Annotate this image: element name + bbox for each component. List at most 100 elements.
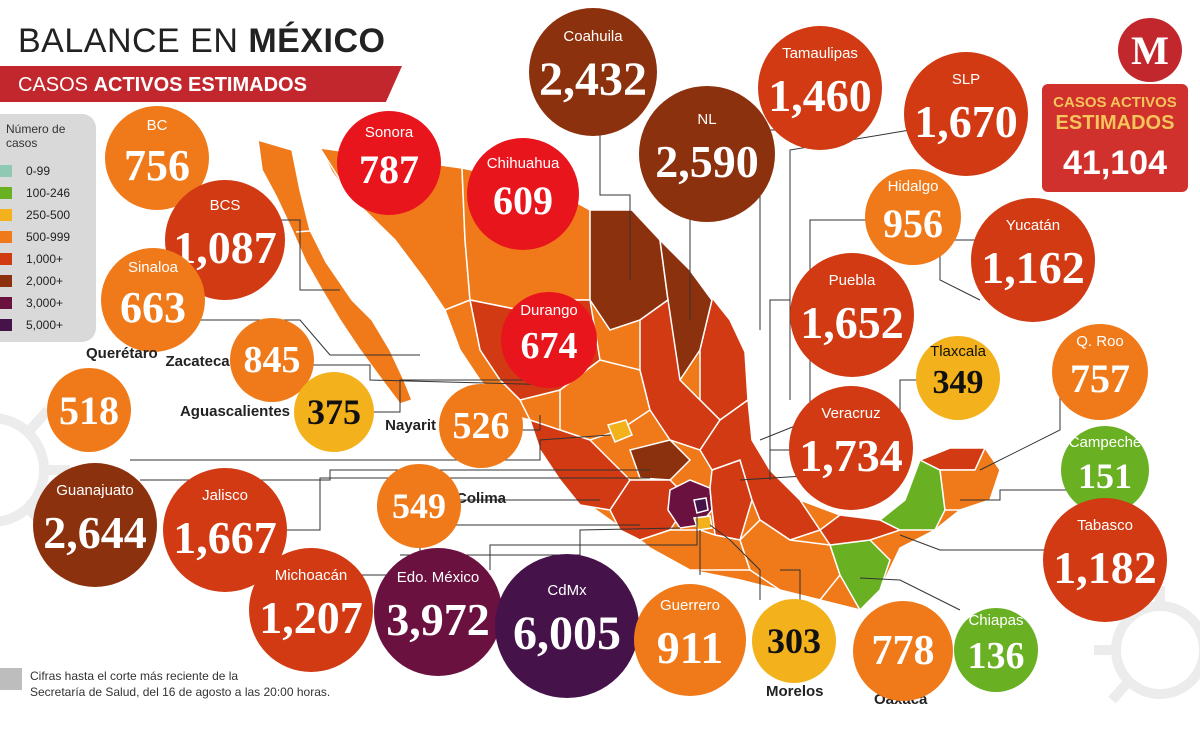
title-bold: MÉXICO	[248, 22, 386, 60]
state-value-nl: 2,590	[655, 135, 759, 187]
state-value-tabasco: 1,182	[1053, 541, 1157, 593]
bubble-q-roo: Q. Roo 757	[1052, 324, 1148, 420]
state-name-colima: Colima	[456, 490, 507, 507]
state-value-sonora: 787	[359, 147, 419, 193]
milenio-logo-icon: M	[1118, 18, 1182, 82]
map-region-quintana-roo	[939, 446, 1001, 511]
legend-item: 3,000+	[0, 294, 96, 312]
bubble-bcs: BCS 1,087	[165, 180, 285, 300]
state-value-aguascalientes: 375	[307, 392, 361, 433]
bubble-hidalgo: Hidalgo 956	[865, 169, 961, 265]
bubble-queretaro: 518	[47, 368, 131, 452]
legend-label: 250-500	[26, 208, 71, 222]
legend-item: 2,000+	[0, 272, 96, 290]
state-name-bcs: BCS	[209, 197, 241, 215]
bubble-edo-mexico: Edo. México 3,972	[374, 548, 502, 676]
state-value-chiapas: 136	[967, 635, 1025, 678]
state-name-zacatecas: Zacatecas	[165, 353, 238, 370]
legend-label: 500-999	[26, 230, 71, 244]
subtitle-bar	[0, 66, 402, 102]
legend: Número de casos 0-99 100-246 250-500 500-99…	[0, 114, 96, 342]
legend-item: 500-999	[0, 228, 96, 246]
state-name-chihuahua: Chihuahua	[486, 155, 560, 173]
state-name-tabasco: Tabasco	[1077, 517, 1133, 535]
state-name-tamaulipas: Tamaulipas	[782, 45, 858, 63]
subtitle-bold: ACTIVOS ESTIMADOS	[93, 74, 307, 96]
total-cases-box: CASOS ACTIVOS ESTIMADOS 41,104	[1042, 84, 1188, 192]
bubble-tamaulipas: Tamaulipas 1,460	[758, 26, 882, 150]
total-value: 41,104	[1063, 144, 1167, 182]
state-value-slp: 1,670	[914, 95, 1018, 147]
state-value-guanajuato: 2,644	[43, 506, 147, 558]
state-value-cdmx: 6,005	[513, 606, 621, 660]
source-note-line1: Cifras hasta el corte más reciente de la	[30, 669, 239, 683]
map-region-aguascalientes	[606, 419, 633, 443]
subtitle-light: CASOS	[18, 74, 94, 96]
source-note: Cifras hasta el corte más reciente de la…	[30, 668, 330, 700]
state-name-guanajuato: Guanajuato	[56, 482, 134, 500]
total-label-line2: ESTIMADOS	[1055, 112, 1175, 134]
legend-item: 250-500	[0, 206, 96, 224]
footer-square	[0, 668, 22, 690]
bubble-veracruz: Veracruz 1,734	[789, 386, 913, 510]
state-value-tamaulipas: 1,460	[768, 69, 872, 121]
state-name-q-roo: Q. Roo	[1076, 333, 1124, 351]
state-name-edo-mexico: Edo. México	[396, 569, 480, 587]
legend-swatch	[0, 275, 12, 287]
bubble-cdmx: CdMx 6,005	[495, 554, 639, 698]
state-name-slp: SLP	[951, 71, 981, 89]
bubble-puebla: Puebla 1,652	[790, 253, 914, 377]
legend-swatch	[0, 297, 12, 309]
state-name-coahuila: Coahuila	[563, 28, 623, 46]
state-name-puebla: Puebla	[828, 272, 876, 290]
legend-swatch	[0, 231, 12, 243]
legend-swatch	[0, 165, 12, 177]
state-value-bc: 756	[124, 140, 190, 190]
bubble-aguascalientes: 375	[294, 372, 374, 452]
state-value-q-roo: 757	[1070, 356, 1130, 402]
bubble-tlaxcala: Tlaxcala 349	[916, 336, 1000, 420]
state-name-tlaxcala: Tlaxcala	[930, 342, 986, 360]
state-name-queretaro: Querétaro	[86, 345, 158, 362]
state-name-chiapas: Chiapas	[968, 612, 1024, 630]
state-value-tlaxcala: 349	[932, 363, 984, 401]
bubble-zacatecas: 845	[230, 318, 314, 402]
bubble-nayarit: 526	[439, 384, 523, 468]
state-value-chihuahua: 609	[493, 178, 553, 224]
legend-item: 100-246	[0, 184, 96, 202]
legend-item: 0-99	[0, 162, 96, 180]
state-name-nayarit: Nayarit	[385, 417, 436, 434]
leader-lines	[130, 108, 1090, 646]
state-value-hidalgo: 956	[883, 201, 943, 247]
state-name-cdmx: CdMx	[547, 582, 587, 600]
state-name-campeche: Campeche	[1068, 433, 1142, 451]
state-name-yucatan: Yucatán	[1005, 217, 1061, 235]
title-light: BALANCE EN	[18, 22, 249, 60]
state-name-durango: Durango	[520, 302, 578, 320]
state-value-puebla: 1,652	[800, 296, 904, 348]
bubble-colima: 549	[377, 464, 461, 548]
legend-swatch	[0, 187, 12, 199]
state-value-oaxaca: 778	[871, 627, 935, 674]
state-value-sinaloa: 663	[120, 282, 186, 332]
state-name-morelos: Morelos	[766, 683, 824, 700]
source-note-line2: Secretaría de Salud, del 16 de agosto a …	[30, 685, 331, 699]
state-value-jalisco: 1,667	[173, 511, 277, 563]
state-name-sonora: Sonora	[364, 124, 414, 142]
state-value-nayarit: 526	[452, 404, 510, 447]
legend-title: Número de casos	[6, 122, 66, 150]
state-name-sinaloa: Sinaloa	[127, 258, 179, 276]
legend-label: 3,000+	[26, 296, 64, 310]
logo-letter: M	[1131, 28, 1169, 73]
bubble-sonora: Sonora 787	[337, 111, 441, 215]
legend-label: 100-246	[26, 186, 71, 200]
legend-swatch	[0, 253, 12, 265]
state-name-guerrero: Guerrero	[659, 597, 721, 615]
legend-label: 2,000+	[26, 274, 64, 288]
bubble-tabasco: Tabasco 1,182	[1043, 498, 1167, 622]
legend-item: 1,000+	[0, 250, 96, 268]
bubble-nl: NL 2,590	[639, 86, 775, 222]
page-subtitle: CASOS ACTIVOS ESTIMADOS	[18, 74, 307, 97]
state-name-bc: BC	[146, 116, 168, 134]
